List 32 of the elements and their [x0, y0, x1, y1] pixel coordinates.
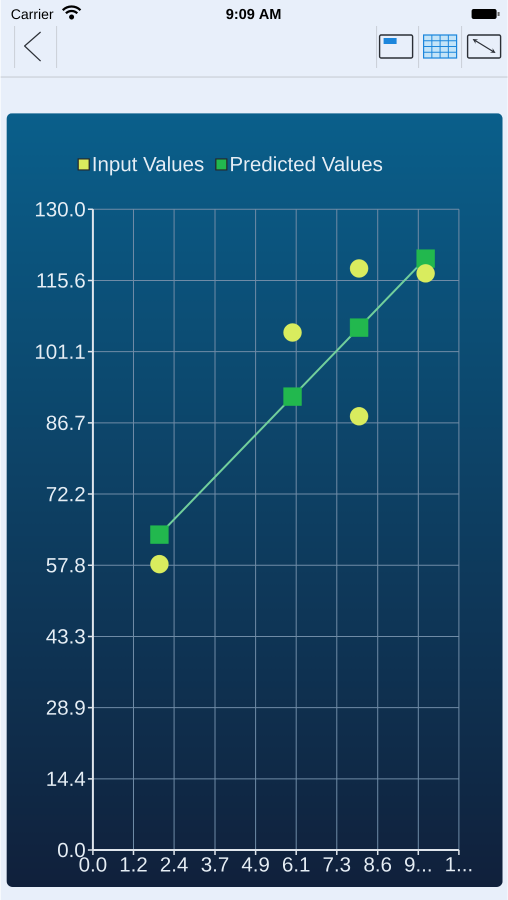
point	[283, 387, 302, 406]
y-tick-label: 86.7	[46, 416, 85, 430]
point	[283, 323, 302, 342]
x-tick-label: 1.2	[120, 857, 147, 872]
point	[350, 259, 368, 278]
x-tick-label: 0.0	[79, 857, 106, 872]
text: 9:09 AM	[226, 8, 280, 20]
y-tick-label: 115.6	[37, 273, 85, 288]
y-tick-label: 0.0	[58, 842, 85, 858]
x-tick-label: 7.3	[323, 857, 350, 872]
x-tick-label: 3.7	[201, 857, 228, 872]
y-tick-label: 101.1	[36, 344, 85, 359]
y-tick-label: 72.2	[46, 486, 85, 502]
x-tick-label: 8.6	[364, 857, 391, 872]
x-tick-label: 2.4	[160, 857, 188, 872]
x-tick-label: 9...	[404, 857, 431, 872]
point	[416, 264, 435, 283]
y-tick-label: 130.0	[36, 202, 85, 217]
x-tick-label: 1...	[446, 857, 472, 872]
y-tick-label: 57.8	[46, 558, 85, 572]
x-tick-label: 6.1	[282, 857, 310, 872]
y-tick-label: 14.4	[47, 772, 86, 786]
y-tick-label: 28.9	[46, 700, 85, 715]
point	[350, 318, 368, 337]
legend-label: Input Values	[94, 156, 204, 176]
x-tick-label: 4.9	[242, 857, 269, 872]
legend-label: Predicted Values	[231, 156, 382, 172]
point	[350, 407, 368, 426]
point	[150, 525, 169, 544]
y-tick-label: 43.3	[46, 629, 85, 644]
text: Carrier	[11, 8, 54, 20]
point	[150, 554, 169, 574]
